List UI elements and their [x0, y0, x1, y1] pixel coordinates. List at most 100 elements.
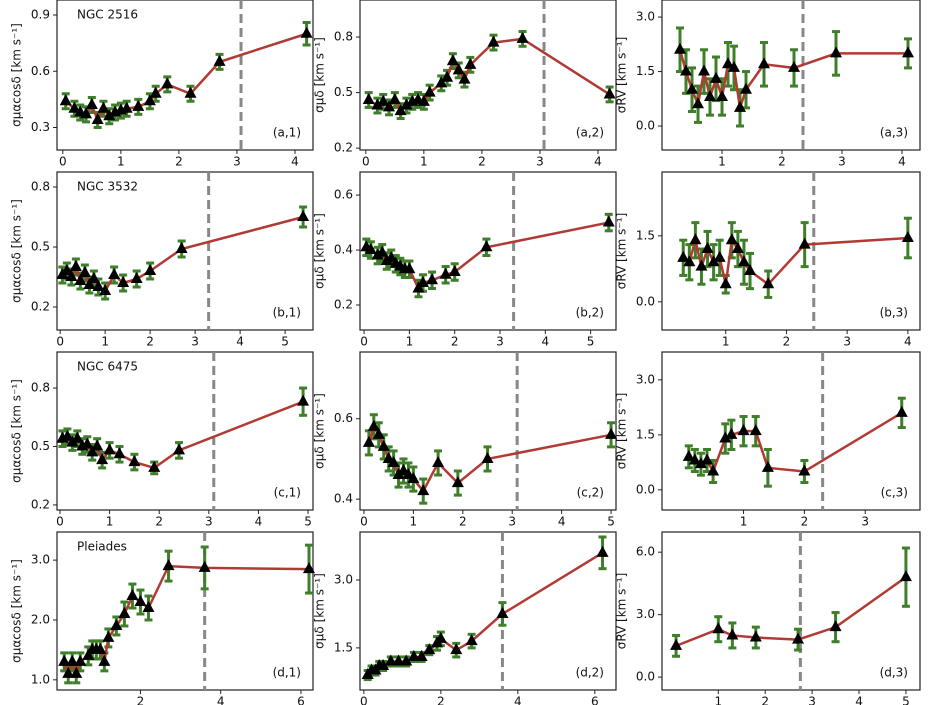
point-marker — [688, 453, 701, 465]
point-marker — [66, 654, 79, 666]
panel-label: (b,2) — [576, 306, 604, 320]
y-tick-label: 0.4 — [334, 492, 353, 506]
point-marker — [69, 260, 82, 271]
x-tick-label: 2 — [137, 695, 145, 705]
point-marker — [496, 606, 509, 618]
point-marker — [734, 100, 746, 112]
y-tick-label: 0.6 — [334, 411, 353, 425]
point-marker — [103, 443, 116, 455]
y-tick-label: 0.5 — [334, 85, 353, 99]
point-marker — [792, 632, 805, 644]
point-marker — [70, 666, 83, 678]
point-marker — [716, 89, 728, 101]
point-marker — [726, 628, 739, 640]
x-tick-label: 0 — [360, 515, 368, 529]
point-marker — [371, 98, 384, 110]
point-marker — [432, 455, 445, 467]
y-axis-label: σRV [km s⁻¹] — [615, 393, 629, 470]
y-tick-label: 1.0 — [31, 672, 50, 686]
point-marker — [516, 31, 529, 43]
x-tick-label: 2 — [783, 335, 791, 349]
y-axis-label: σRV [km s⁻¹] — [615, 37, 629, 114]
point-marker — [749, 424, 762, 436]
y-tick-label: 0.0 — [636, 482, 655, 496]
point-marker — [65, 270, 78, 281]
plot-frame — [359, 0, 617, 151]
point-marker — [596, 545, 609, 557]
point-marker — [415, 649, 428, 661]
point-marker — [144, 264, 157, 275]
point-marker — [426, 273, 439, 285]
plot-frame — [359, 351, 617, 511]
y-tick-label: 3.0 — [636, 372, 655, 386]
series-line — [368, 37, 611, 114]
panel-label: (c,1) — [274, 486, 301, 500]
point-marker — [728, 60, 740, 72]
point-marker — [134, 595, 147, 607]
point-marker — [80, 107, 93, 119]
y-tick-label: 0.9 — [31, 8, 50, 22]
point-marker — [377, 439, 390, 451]
series-line — [678, 49, 908, 109]
y-axis-label: σμαcosδ [km s⁻¹] — [10, 23, 24, 127]
point-marker — [435, 76, 448, 88]
point-marker — [400, 98, 413, 110]
point-marker — [362, 435, 375, 447]
point-marker — [300, 26, 313, 38]
plot-frame — [661, 351, 921, 511]
point-marker — [376, 245, 389, 257]
x-tick-label: 2 — [146, 335, 154, 349]
y-tick-label: 0.8 — [31, 381, 50, 395]
point-marker — [161, 77, 174, 89]
x-tick-label: 1 — [117, 155, 125, 169]
point-marker — [82, 648, 95, 660]
x-tick-label: 5 — [902, 695, 910, 705]
panel-label: (d,2) — [576, 666, 604, 680]
point-marker — [725, 427, 738, 439]
point-marker — [377, 659, 390, 671]
point-marker — [731, 242, 744, 254]
point-marker — [92, 280, 105, 291]
x-tick-label: 2 — [478, 155, 486, 169]
point-marker — [677, 250, 690, 262]
panel-label: (c,3) — [881, 486, 908, 500]
point-marker — [162, 559, 175, 571]
x-tick-label: 3 — [808, 695, 816, 705]
point-marker — [78, 266, 91, 277]
y-tick-label: 0.4 — [334, 243, 353, 257]
point-marker — [701, 453, 714, 465]
y-tick-label: 0.2 — [31, 300, 50, 314]
x-tick-label: 4 — [541, 335, 549, 349]
point-marker — [407, 472, 420, 484]
point-marker — [173, 443, 186, 455]
panel-label: (d,3) — [880, 666, 908, 680]
plot-frame — [56, 0, 314, 151]
point-marker — [487, 35, 500, 47]
panel-label: (c,2) — [577, 486, 604, 500]
point-marker — [81, 437, 94, 449]
y-tick-label: 1.5 — [636, 228, 655, 242]
plot-frame — [56, 531, 314, 691]
x-tick-label: 1 — [101, 335, 109, 349]
point-marker — [91, 113, 104, 124]
x-tick-label: 5 — [281, 335, 289, 349]
y-tick-label: 0.0 — [636, 294, 655, 308]
point-marker — [605, 427, 618, 439]
point-marker — [184, 86, 197, 98]
point-marker — [85, 98, 98, 109]
y-tick-label: 1.5 — [636, 427, 655, 441]
point-marker — [740, 82, 752, 94]
x-tick-label: 1 — [106, 515, 114, 529]
point-marker — [670, 638, 683, 650]
point-marker — [798, 464, 811, 476]
x-tick-label: 2 — [459, 515, 467, 529]
x-tick-label: 0 — [360, 335, 368, 349]
point-marker — [117, 276, 130, 287]
x-tick-label: 0 — [362, 155, 370, 169]
y-axis-label: σRV [km s⁻¹] — [615, 573, 629, 650]
point-marker — [149, 86, 162, 98]
point-marker — [737, 255, 750, 267]
point-marker — [377, 94, 390, 106]
x-tick-label: 3 — [536, 155, 544, 169]
point-marker — [737, 424, 750, 436]
